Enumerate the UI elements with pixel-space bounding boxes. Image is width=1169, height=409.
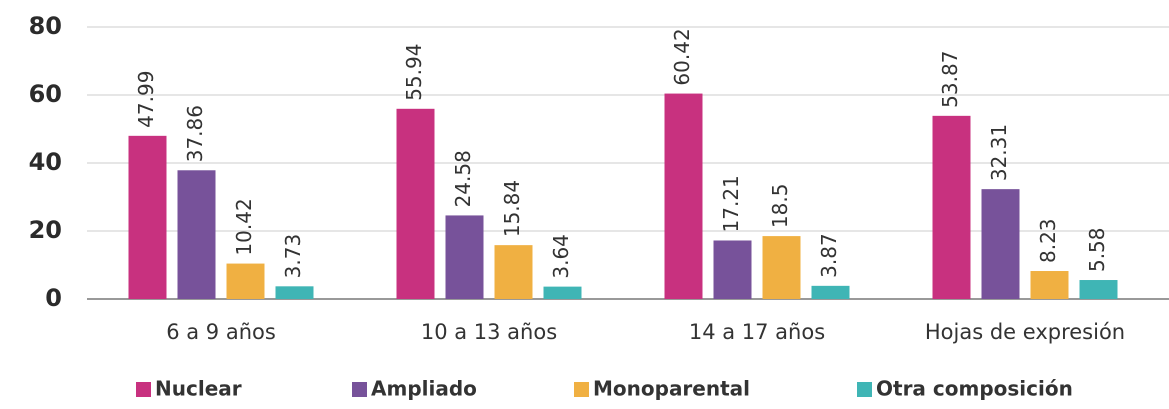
x-tick-label: Hojas de expresión: [925, 320, 1125, 344]
bar: [396, 108, 435, 299]
bar: [932, 115, 971, 299]
bar: [1030, 271, 1069, 299]
value-label: 18.5: [768, 184, 792, 229]
value-label: 60.42: [670, 28, 694, 85]
bar: [543, 286, 582, 299]
legend-label: Otra composición: [876, 377, 1073, 401]
bar: [713, 240, 752, 299]
value-label: 10.42: [232, 198, 256, 255]
legend-label: Monoparental: [593, 377, 750, 401]
y-tick-label: 0: [45, 284, 62, 312]
value-label: 55.94: [402, 44, 426, 101]
value-label: 24.58: [451, 150, 475, 207]
x-tick-label: 10 a 13 años: [421, 320, 557, 344]
value-label: 3.73: [281, 234, 305, 279]
value-label: 53.87: [938, 51, 962, 108]
bar: [981, 189, 1020, 299]
value-label: 3.87: [817, 233, 841, 278]
value-label: 17.21: [719, 175, 743, 232]
bar: [177, 170, 216, 299]
legend-swatch: [352, 382, 367, 397]
value-label: 5.58: [1085, 227, 1109, 272]
value-label: 32.31: [987, 124, 1011, 181]
legend-swatch: [136, 382, 151, 397]
legend-label: Nuclear: [155, 377, 242, 401]
bar: [226, 263, 265, 299]
value-label: 8.23: [1036, 218, 1060, 263]
y-tick-label: 20: [29, 216, 62, 244]
value-label: 15.84: [500, 180, 524, 237]
bar: [128, 135, 167, 299]
legend-label: Ampliado: [371, 377, 477, 401]
x-tick-label: 6 a 9 años: [166, 320, 276, 344]
bar: [445, 215, 484, 299]
x-tick-label: 14 a 17 años: [689, 320, 825, 344]
y-tick-label: 80: [29, 12, 62, 40]
value-label: 3.64: [549, 234, 573, 279]
bar: [811, 285, 850, 299]
bar: [494, 245, 533, 299]
bar: [762, 236, 801, 299]
bar: [664, 93, 703, 300]
value-label: 37.86: [183, 105, 207, 162]
bar: [275, 286, 314, 299]
y-tick-label: 60: [29, 80, 62, 108]
value-label: 47.99: [134, 71, 158, 128]
legend-swatch: [574, 382, 589, 397]
y-tick-label: 40: [29, 148, 62, 176]
legend-swatch: [857, 382, 872, 397]
bar: [1079, 280, 1118, 299]
